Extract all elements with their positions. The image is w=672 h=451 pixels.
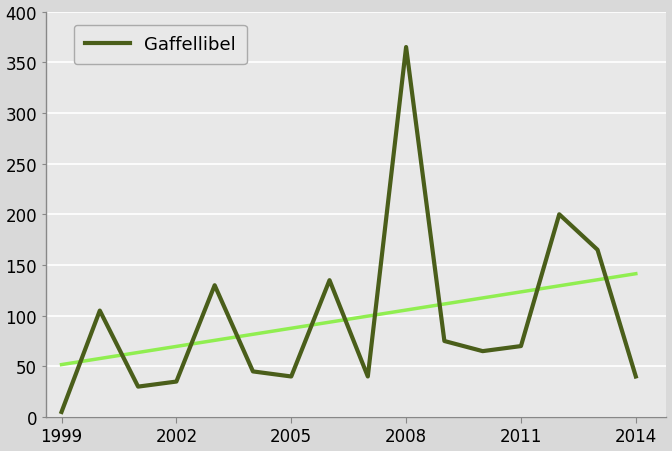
Legend: Gaffellibel: Gaffellibel <box>74 26 247 65</box>
